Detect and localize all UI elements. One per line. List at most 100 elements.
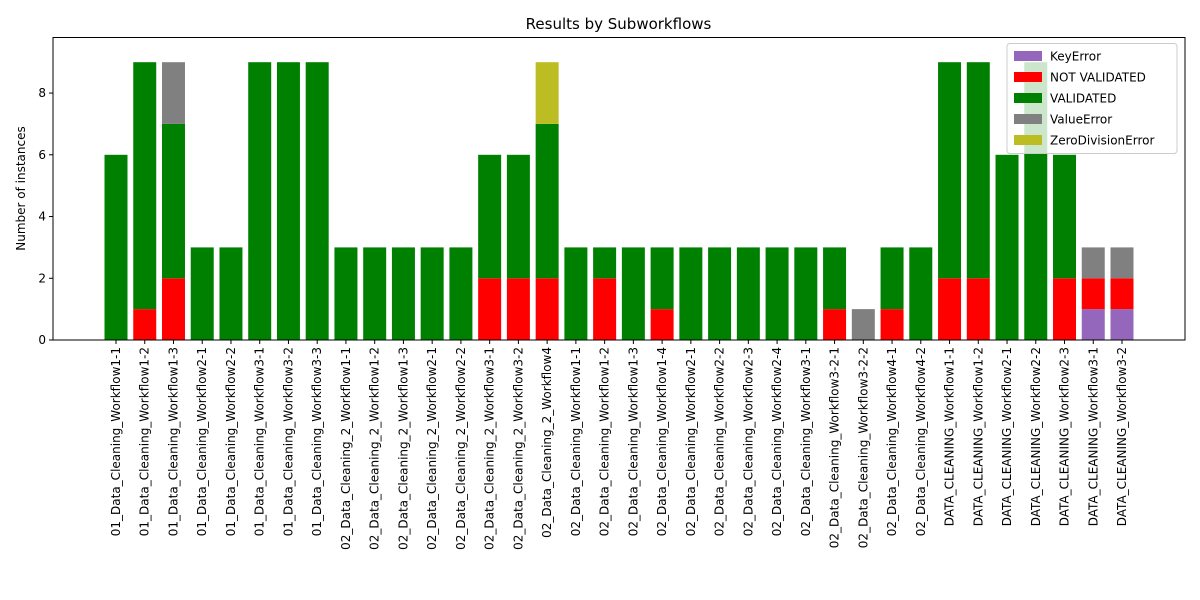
bar-segment-zerodivisionerror-15 bbox=[535, 62, 559, 124]
bar-segment-validated-2 bbox=[161, 123, 185, 279]
bar-segment-not-validated-14 bbox=[506, 278, 530, 340]
bar-segment-validated-29 bbox=[938, 62, 962, 279]
x-tick-label-6: 01_Data_Cleaning_Workflow3-2 bbox=[281, 347, 295, 536]
x-tick-label-33: DATA_CLEANING_Workflow2-3 bbox=[1058, 347, 1072, 526]
x-tick-label-13: 02_Data_Cleaning_2_Workflow3-1 bbox=[483, 347, 497, 550]
y-tick-label-4: 8 bbox=[38, 86, 46, 100]
x-tick-label-28: 02_Data_Cleaning_Workflow4-2 bbox=[914, 347, 928, 536]
y-tick-label-2: 4 bbox=[38, 210, 46, 224]
x-tick-label-5: 01_Data_Cleaning_Workflow3-1 bbox=[253, 347, 267, 536]
x-tick-label-26: 02_Data_Cleaning_Workflow3-2-2 bbox=[856, 347, 870, 548]
bar-segment-not-validated-2 bbox=[161, 278, 185, 340]
legend-swatch-4 bbox=[1014, 135, 1042, 145]
x-tick-label-3: 01_Data_Cleaning_Workflow2-1 bbox=[195, 347, 209, 536]
x-tick-label-4: 01_Data_Cleaning_Workflow2-2 bbox=[224, 347, 238, 536]
bar-segment-not-validated-17 bbox=[593, 278, 617, 340]
x-tick-label-12: 02_Data_Cleaning_2_Workflow2-2 bbox=[454, 347, 468, 550]
bar-segment-validated-15 bbox=[535, 123, 559, 279]
legend-box bbox=[1006, 43, 1178, 154]
legend-swatch-2 bbox=[1014, 93, 1042, 103]
x-tick-label-25: 02_Data_Cleaning_Workflow3-2-1 bbox=[828, 347, 842, 548]
legend: KeyError NOT VALIDATED VALIDATED ValueError… bbox=[1006, 43, 1178, 154]
bar-segment-validated-12 bbox=[449, 247, 473, 340]
bar-segment-validated-3 bbox=[190, 247, 214, 340]
bar-segment-validated-0 bbox=[104, 154, 128, 340]
bar-segment-validated-13 bbox=[478, 154, 502, 279]
y-tick-label-1: 2 bbox=[38, 271, 46, 285]
bar-segment-not-validated-19 bbox=[650, 309, 674, 340]
bar-segment-keyerror-34 bbox=[1081, 309, 1105, 340]
bar-segment-validated-18 bbox=[621, 247, 645, 340]
chart-title: Results by Subworkflows bbox=[526, 15, 712, 33]
x-tick-label-16: 02_Data_Cleaning_Workflow1-1 bbox=[569, 347, 583, 536]
bar-segment-validated-23 bbox=[765, 247, 789, 340]
bar-segment-validated-27 bbox=[880, 247, 904, 310]
y-axis: 0 2 4 6 8 bbox=[38, 86, 53, 347]
bar-segment-validated-19 bbox=[650, 247, 674, 310]
x-tick-label-27: 02_Data_Cleaning_Workflow4-1 bbox=[885, 347, 899, 536]
legend-label-1: NOT VALIDATED bbox=[1050, 71, 1146, 85]
y-axis-label: Number of instances bbox=[14, 126, 28, 251]
x-tick-label-14: 02_Data_Cleaning_2_Workflow3-2 bbox=[511, 347, 525, 550]
x-tick-label-34: DATA_CLEANING_Workflow3-1 bbox=[1086, 347, 1100, 526]
x-tick-label-8: 02_Data_Cleaning_2_Workflow1-1 bbox=[339, 347, 353, 550]
bar-segment-keyerror-35 bbox=[1110, 309, 1134, 340]
y-tick-label-0: 0 bbox=[38, 333, 46, 347]
bar-segment-validated-5 bbox=[248, 62, 272, 340]
x-tick-label-30: DATA_CLEANING_Workflow1-2 bbox=[971, 347, 985, 526]
bar-segment-not-validated-34 bbox=[1081, 278, 1105, 310]
legend-label-2: VALIDATED bbox=[1050, 92, 1116, 106]
x-tick-label-15: 02_Data_Cleaning_2_Workflow4 bbox=[540, 347, 554, 538]
x-tick-label-29: DATA_CLEANING_Workflow1-1 bbox=[943, 347, 957, 526]
bar-segment-not-validated-30 bbox=[966, 278, 990, 340]
bar-segment-validated-30 bbox=[966, 62, 990, 279]
x-tick-label-20: 02_Data_Cleaning_Workflow2-1 bbox=[684, 347, 698, 536]
x-tick-label-2: 01_Data_Cleaning_Workflow1-3 bbox=[166, 347, 180, 536]
bar-segment-not-validated-33 bbox=[1053, 278, 1077, 340]
x-tick-label-10: 02_Data_Cleaning_2_Workflow1-3 bbox=[396, 347, 410, 550]
x-tick-label-9: 02_Data_Cleaning_2_Workflow1-2 bbox=[368, 347, 382, 550]
bars-group bbox=[104, 62, 1134, 340]
bar-segment-validated-14 bbox=[506, 154, 530, 279]
bar-segment-not-validated-1 bbox=[133, 309, 157, 340]
x-tick-label-24: 02_Data_Cleaning_Workflow3-1 bbox=[799, 347, 813, 536]
x-tick-label-22: 02_Data_Cleaning_Workflow2-3 bbox=[741, 347, 755, 536]
bar-segment-validated-10 bbox=[391, 247, 415, 340]
bar-segment-validated-24 bbox=[794, 247, 818, 340]
x-tick-label-11: 02_Data_Cleaning_2_Workflow2-1 bbox=[425, 347, 439, 550]
bar-segment-not-validated-27 bbox=[880, 309, 904, 340]
legend-swatch-3 bbox=[1014, 114, 1042, 124]
legend-label-0: KeyError bbox=[1050, 50, 1101, 64]
bar-segment-not-validated-15 bbox=[535, 278, 559, 340]
x-tick-label-31: DATA_CLEANING_Workflow2-1 bbox=[1000, 347, 1014, 526]
bar-segment-validated-6 bbox=[276, 62, 300, 340]
bar-segment-valueerror-2 bbox=[161, 62, 185, 124]
legend-label-3: ValueError bbox=[1050, 113, 1112, 127]
bar-segment-validated-7 bbox=[305, 62, 329, 340]
bar-segment-validated-8 bbox=[334, 247, 358, 340]
bar-segment-validated-16 bbox=[564, 247, 588, 340]
bar-segment-validated-1 bbox=[133, 62, 157, 310]
bar-segment-validated-9 bbox=[363, 247, 387, 340]
x-axis: 01_Data_Cleaning_Workflow1-1 01_Data_Clea… bbox=[109, 340, 1129, 550]
x-tick-label-19: 02_Data_Cleaning_Workflow1-4 bbox=[655, 347, 669, 536]
bar-segment-valueerror-26 bbox=[851, 309, 875, 340]
bar-segment-validated-31 bbox=[995, 154, 1019, 340]
x-tick-label-23: 02_Data_Cleaning_Workflow2-4 bbox=[770, 347, 784, 536]
bar-segment-valueerror-34 bbox=[1081, 247, 1105, 279]
x-tick-label-21: 02_Data_Cleaning_Workflow2-2 bbox=[713, 347, 727, 536]
bar-segment-validated-4 bbox=[219, 247, 243, 340]
x-tick-label-7: 01_Data_Cleaning_Workflow3-3 bbox=[310, 347, 324, 536]
x-tick-label-18: 02_Data_Cleaning_Workflow1-3 bbox=[626, 347, 640, 536]
x-tick-label-32: DATA_CLEANING_Workflow2-2 bbox=[1029, 347, 1043, 526]
x-tick-label-0: 01_Data_Cleaning_Workflow1-1 bbox=[109, 347, 123, 536]
x-tick-label-35: DATA_CLEANING_Workflow3-2 bbox=[1115, 347, 1129, 526]
bar-segment-valueerror-35 bbox=[1110, 247, 1134, 279]
legend-swatch-1 bbox=[1014, 72, 1042, 82]
plot-frame bbox=[52, 37, 1186, 341]
bar-segment-not-validated-29 bbox=[938, 278, 962, 340]
bar-segment-not-validated-25 bbox=[823, 309, 847, 340]
bar-segment-validated-20 bbox=[679, 247, 703, 340]
